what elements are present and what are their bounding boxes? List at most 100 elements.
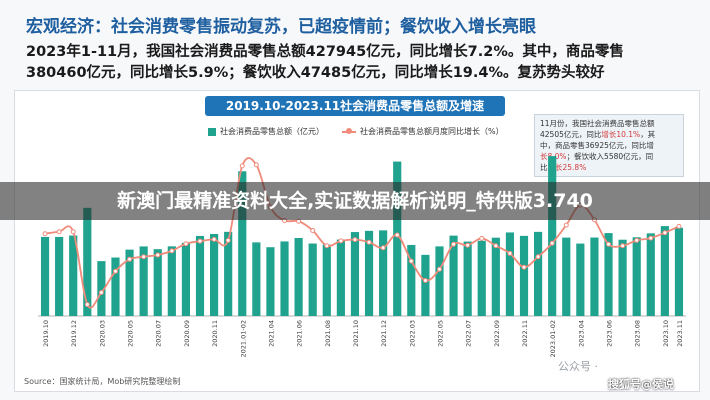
growth-point-2020.09 <box>183 241 189 247</box>
x-tick-label: 2021.06 <box>296 320 304 347</box>
growth-point-2020.06 <box>141 254 147 260</box>
headline: 宏观经济：社会消费零售振动复苏，已超疫情前；餐饮收入增长亮眼 <box>26 17 536 37</box>
growth-point-2019.10 <box>42 231 48 237</box>
growth-point-2022.06 <box>451 241 457 247</box>
sohu-watermark: 搜狐号@侯说 <box>608 378 674 391</box>
legend-bar-label: 社会消费品零售总额（亿元） <box>220 127 324 136</box>
bar-2021.05 <box>280 241 289 316</box>
growth-point-2020.10 <box>197 238 203 244</box>
bar-2020.08 <box>167 246 176 316</box>
x-tick-label: 2020.03 <box>98 320 106 347</box>
note-text: 42505亿元，同比 <box>540 130 602 139</box>
note-text: 比 <box>540 163 548 172</box>
bar-2019.12 <box>69 235 78 316</box>
x-tick-label: 2021.10 <box>352 320 360 347</box>
growth-point-2022.05 <box>436 266 442 272</box>
summary-paragraph: 2023年1-11月，我国社会消费品零售总额427945亿元，同比增长7.2%。… <box>26 42 696 84</box>
growth-point-2021.11 <box>366 239 372 245</box>
growth-point-2023.11 <box>676 223 682 229</box>
growth-point-2022.12 <box>535 254 541 260</box>
x-tick-label: 2020.07 <box>155 320 163 347</box>
growth-point-2022.08 <box>479 235 485 241</box>
x-tick-label: 2023.01-02 <box>549 320 557 358</box>
bar-2021.09 <box>336 239 345 316</box>
growth-point-2021.08 <box>324 243 330 249</box>
note-text: 11月份，我国社会消费品零售总额 <box>540 119 655 128</box>
x-tick-label: 2022.03 <box>408 320 416 347</box>
summary-line-1: 2023年1-11月，我国社会消费品零售总额427945亿元，同比增长7.2%。… <box>26 44 624 60</box>
bar-2020.06 <box>139 246 148 316</box>
summary-line-2: 380460亿元，同比增长5.9%；餐饮收入47485亿元，同比增长19.4%。… <box>26 65 605 81</box>
bar-2020.05 <box>125 249 134 316</box>
x-tick-label: 2022.09 <box>493 320 501 347</box>
note-highlight: 增长25.8% <box>547 163 587 172</box>
growth-point-2023.03 <box>563 222 569 228</box>
bar-2023.01-02 <box>548 156 557 316</box>
bar-2023.03 <box>562 237 571 316</box>
bar-2022.05 <box>435 246 444 316</box>
bar-2023.11 <box>674 227 684 316</box>
bar-2020.07 <box>153 249 162 316</box>
x-tick-label: 2022.05 <box>436 320 444 347</box>
growth-point-2019.11 <box>56 229 62 235</box>
growth-point-2022.09 <box>493 243 499 249</box>
growth-point-2022.04 <box>422 278 428 284</box>
bar-2022.11 <box>519 235 529 316</box>
bar-2023.07 <box>618 239 627 316</box>
x-tick-label: 2021.08 <box>324 320 332 347</box>
bar-2022.07 <box>463 241 472 316</box>
x-tick-label: 2023.04 <box>577 320 585 347</box>
bar-2020.12 <box>224 231 233 316</box>
legend-line-label: 社会消费品零售总额月度同比增长（%） <box>360 127 504 136</box>
bar-2023.06 <box>604 233 613 316</box>
growth-point-2022.01-02 <box>394 232 400 238</box>
x-tick-label: 2022.07 <box>465 320 473 347</box>
bar-2022.04 <box>421 254 430 316</box>
note-text: ，其 <box>640 130 656 139</box>
x-tick-label: 2023.11 <box>676 320 684 347</box>
bar-2022.01-02 <box>393 161 402 316</box>
note-text: 中，商品零售36925亿元，同比增 <box>540 141 654 150</box>
bar-2022.06 <box>449 235 458 316</box>
bar-2022.03 <box>407 244 416 316</box>
bar-2023.05 <box>590 237 599 316</box>
bar-2020.03 <box>97 261 106 316</box>
growth-point-2022.07 <box>465 242 471 248</box>
growth-point-2023.01-02 <box>549 240 555 246</box>
growth-point-2020.05 <box>127 256 133 262</box>
growth-point-2020.04 <box>112 268 118 274</box>
bar-2023.10 <box>660 226 669 316</box>
growth-point-2020.07 <box>155 252 161 258</box>
bar-2021.06 <box>294 238 303 316</box>
growth-point-2022.10 <box>507 250 513 256</box>
growth-point-2020.03 <box>98 290 104 296</box>
bar-2020.04 <box>111 257 120 316</box>
growth-point-2021.09 <box>338 238 344 244</box>
bar-2021.08 <box>322 244 331 316</box>
growth-point-2021.12 <box>380 245 386 251</box>
x-tick-label: 2020.09 <box>183 320 191 347</box>
bar-2022.12 <box>534 231 543 316</box>
x-tick-label: 2020.11 <box>211 320 219 347</box>
bar-2020.10 <box>195 235 205 316</box>
chart-plot: 2019.10 2019.12 2020.03 2020.05 2020.07 2020.… <box>38 156 686 358</box>
note-highlight: 增长10.1% <box>601 130 641 139</box>
growth-point-2020.11 <box>211 236 217 242</box>
growth-point-2019.12 <box>70 229 76 235</box>
bar-2023.08 <box>632 237 641 316</box>
x-tick-label: 2021.12 <box>380 320 388 347</box>
bar-2022.08 <box>477 240 486 316</box>
source-note: Source：国家统计局，Mob研究院整理绘制 <box>24 377 181 386</box>
bar-2021.03 <box>252 242 261 316</box>
growth-point-2021.10 <box>352 237 358 243</box>
bar-2021.01-02 <box>238 171 247 316</box>
growth-point-2022.11 <box>521 264 527 270</box>
legend-bar-swatch <box>208 127 216 136</box>
bar-2022.09 <box>491 237 500 316</box>
growth-point-2020.12 <box>225 237 231 243</box>
growth-point-2021.03 <box>253 162 259 168</box>
growth-point-2023.08 <box>634 237 640 243</box>
x-tick-label: 2020.05 <box>127 320 135 347</box>
wechat-watermark: 公众号 · <box>558 360 598 373</box>
bar-2019.11 <box>55 236 64 316</box>
